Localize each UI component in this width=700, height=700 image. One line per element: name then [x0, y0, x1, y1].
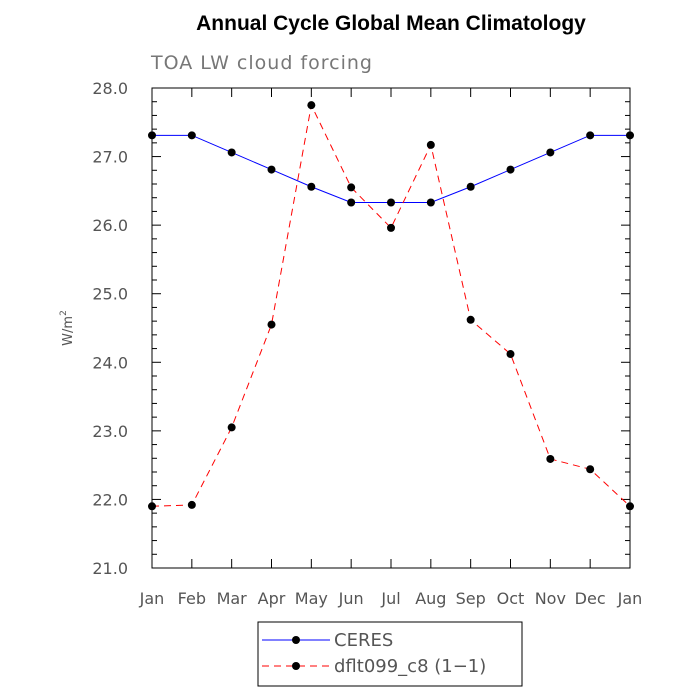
- series-0-point: [267, 165, 276, 174]
- series-line-1: [151, 103, 631, 507]
- x-tick-label: Jul: [380, 589, 400, 608]
- x-tick-label: Dec: [575, 589, 606, 608]
- series-0-point: [227, 148, 236, 157]
- series-layer: [148, 101, 634, 511]
- y-tick-label: 28.0: [92, 79, 128, 98]
- series-1-point: [466, 315, 475, 324]
- series-0-point: [387, 198, 395, 207]
- legend-marker-model: [292, 662, 300, 670]
- series-0-point: [466, 182, 475, 191]
- series-1-point: [347, 183, 356, 192]
- legend-label-ceres: CERES: [334, 630, 393, 651]
- x-tick-label: Jun: [338, 589, 364, 608]
- series-0-point: [426, 198, 435, 207]
- series-0-point: [626, 131, 634, 140]
- series-0-point: [187, 131, 196, 140]
- x-axis: Jan Feb Mar Apr May Jun Jul Aug Sep Oct Nov Dec Jan: [139, 88, 643, 608]
- legend: CERES dflt099_c8 (1−1): [257, 621, 523, 687]
- y-tick-label: 22.0: [92, 490, 128, 509]
- series-1-point: [626, 502, 634, 511]
- series-1-point: [227, 423, 236, 432]
- series-1-point: [267, 320, 276, 329]
- plot-area: [151, 87, 631, 569]
- x-tick-label: Jan: [139, 589, 165, 608]
- series-0-point: [546, 148, 555, 157]
- legend-marker-ceres: [292, 636, 300, 644]
- y-tick-label: 26.0: [92, 216, 128, 235]
- x-tick-label: Sep: [456, 589, 486, 608]
- y-tick-label: 21.0: [92, 559, 128, 578]
- series-1-point: [426, 140, 435, 149]
- series-1-point: [148, 502, 156, 511]
- x-tick-label: Apr: [258, 589, 286, 608]
- legend-label-model: dflt099_c8 (1−1): [334, 656, 486, 677]
- y-axis-label-superscript: 2: [59, 310, 69, 316]
- series-1-point: [586, 465, 595, 474]
- chart-title: Annual Cycle Global Mean Climatology: [196, 12, 586, 35]
- x-tick-label: Feb: [178, 589, 206, 608]
- chart-subtitle: TOA LW cloud forcing: [150, 52, 373, 74]
- x-tick-label: Mar: [217, 589, 248, 608]
- series-1-point: [307, 101, 316, 110]
- series-1-point: [546, 454, 555, 463]
- legend-box: [257, 621, 523, 687]
- series-0-point: [347, 198, 356, 207]
- y-axis-label: W/m2: [59, 310, 76, 346]
- x-tick-label: Nov: [535, 589, 566, 608]
- y-tick-label: 27.0: [92, 148, 128, 167]
- y-axis-label-unit: W/m: [61, 316, 76, 346]
- x-tick-label: Aug: [415, 589, 446, 608]
- x-tick-label: May: [295, 589, 328, 608]
- series-1-point: [187, 500, 196, 509]
- series-0-point: [148, 131, 156, 140]
- series-0-point: [586, 131, 595, 140]
- y-tick-label: 24.0: [92, 353, 128, 372]
- y-axis: 21.0 22.0 23.0 24.0 25.0 26.0 27.0 28.0: [92, 79, 630, 578]
- series-line-0: [152, 134, 630, 204]
- series-0-point: [307, 182, 316, 191]
- series-1-point: [506, 350, 515, 359]
- y-tick-label: 25.0: [92, 285, 128, 304]
- y-tick-label: 23.0: [92, 422, 128, 441]
- x-tick-label: Oct: [497, 589, 525, 608]
- x-tick-label: Jan: [617, 589, 643, 608]
- series-0-point: [506, 165, 515, 174]
- series-1-point: [387, 223, 395, 232]
